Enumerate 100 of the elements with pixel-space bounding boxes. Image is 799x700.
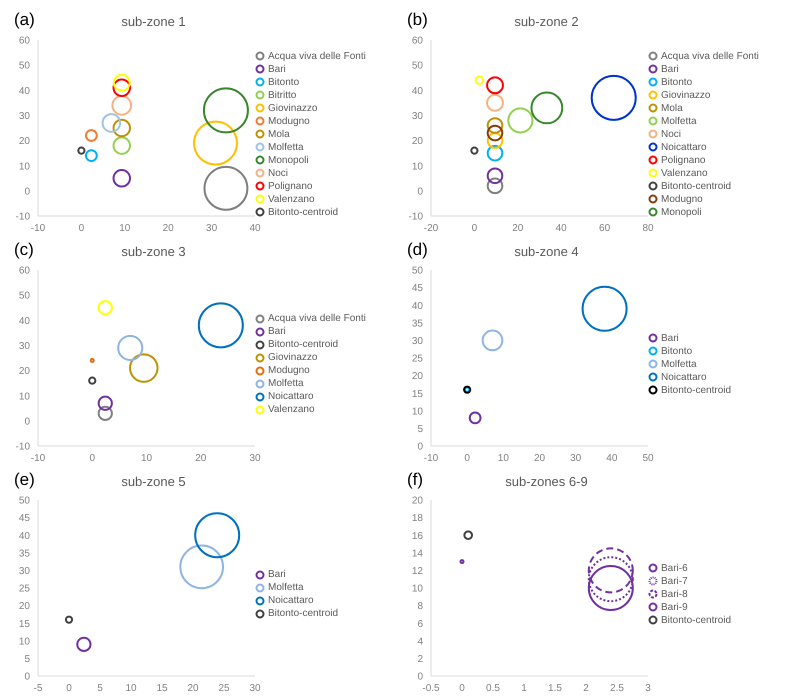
y-tick-label: 10	[412, 584, 424, 595]
legend-label: Modugno	[268, 114, 310, 128]
legend-label: Bari	[661, 62, 679, 76]
text: (f)	[407, 470, 424, 490]
legend-label: Modugno	[268, 364, 310, 377]
y-tick-label: 5	[417, 424, 424, 435]
x-tick-label: 30	[206, 223, 218, 234]
y-tick-label: 14	[412, 548, 424, 560]
x-tick-label: -20	[424, 223, 439, 234]
legend-label: Noicattaro	[661, 370, 707, 384]
x-tick-label: 10	[140, 453, 152, 464]
legend-label: Bitonto	[661, 76, 692, 88]
y-tick-label: 16	[412, 530, 424, 542]
y-tick-label: 20	[18, 136, 30, 148]
x-tick-label: 0.5	[486, 683, 500, 694]
x-tick-label: 0	[89, 453, 96, 464]
chart-title: sub-zones 6-9	[504, 474, 589, 489]
x-tick-label: 25	[218, 683, 230, 694]
text: (d)	[407, 240, 428, 260]
y-tick-label: 20	[18, 601, 30, 612]
y-tick-label: 50	[18, 60, 30, 72]
y-tick-label: 5	[24, 654, 30, 665]
legend-label: Bari	[268, 62, 286, 76]
x-tick-label: 10	[119, 223, 131, 234]
x-tick-label: -5	[34, 683, 43, 694]
x-tick-label: 30	[249, 453, 261, 464]
y-tick-label: 45	[18, 513, 30, 524]
x-tick-label: 40	[249, 223, 261, 234]
x-tick-label: 2.5	[610, 683, 624, 694]
x-tick-label: 2	[583, 683, 590, 694]
x-tick-label: 1.5	[548, 683, 562, 694]
y-tick-label: 30	[18, 110, 30, 122]
legend-label: Acqua viva delle Fonti	[268, 50, 366, 62]
x-tick-label: 0	[464, 453, 470, 464]
x-tick-label: 20	[195, 453, 207, 464]
x-tick-label: 30	[570, 453, 582, 464]
y-tick-label: 30	[412, 336, 424, 347]
y-tick-label: 50	[412, 266, 424, 277]
y-tick-label: -10	[16, 442, 30, 453]
chart-title: sub-zone 4	[513, 244, 580, 259]
x-tick-label: 40	[556, 223, 568, 234]
legend-label: Giovinazzo	[268, 102, 318, 114]
legend-label: Giovinazzo	[268, 351, 318, 364]
y-tick-label: 20	[412, 496, 424, 507]
y-tick-label: 0	[24, 672, 30, 683]
y-tick-label: 10	[18, 636, 30, 648]
y-tick-label: 50	[18, 496, 30, 507]
x-tick-label: 10	[498, 453, 510, 464]
y-tick-label: 15	[18, 618, 30, 630]
y-tick-label: -10	[408, 212, 424, 223]
x-tick-label: -0.5	[422, 683, 440, 694]
y-tick-label: 40	[18, 316, 30, 327]
x-tick-label: 5	[97, 683, 104, 694]
legend-label: Bitonto	[661, 344, 692, 358]
y-tick-label: 35	[18, 548, 30, 560]
legend-label: Noicattaro	[268, 390, 314, 403]
x-tick-label: 15	[156, 683, 168, 694]
y-tick-label: 30	[412, 110, 424, 122]
y-tick-label: 20	[412, 371, 424, 382]
x-tick-label: 20	[162, 223, 174, 234]
legend-label: Molfetta	[268, 140, 304, 154]
y-tick-label: 30	[18, 340, 30, 352]
legend-label: Bitonto	[268, 76, 300, 88]
legend-label: Bari-6	[661, 562, 688, 574]
legend-label: Molfetta	[661, 114, 697, 128]
x-tick-label: 0	[78, 223, 85, 234]
legend-label: Bitonto-centroid	[268, 206, 338, 218]
y-tick-label: 30	[18, 566, 30, 577]
legend-label: Mola	[268, 128, 290, 140]
x-tick-label: 60	[599, 223, 611, 234]
y-tick-label: 60	[412, 36, 424, 47]
x-tick-label: 0	[472, 223, 478, 234]
y-tick-label: 12	[412, 566, 424, 577]
x-tick-label: 0	[66, 683, 72, 694]
y-tick-label: 6	[417, 618, 424, 630]
legend-label: Modugno	[661, 192, 703, 206]
x-tick-label: 3	[645, 683, 652, 694]
legend-label: Bitritto	[268, 88, 296, 102]
legend-label: Noci	[268, 166, 288, 180]
legend-label: Monopoli	[268, 154, 309, 166]
legend-label: Noicattaro	[268, 594, 314, 607]
y-tick-label: 20	[412, 136, 424, 148]
x-tick-label: 40	[606, 453, 618, 464]
legend-label: Bari-8	[661, 588, 688, 600]
legend-label: Bari	[661, 332, 679, 344]
chart-title: sub-zone 2	[513, 14, 580, 29]
chart-title: sub-zone 5	[120, 474, 187, 489]
y-tick-label: 40	[18, 530, 30, 542]
chart-title: sub-zone 3	[120, 244, 187, 259]
legend-label: Bitonto-centroid	[268, 607, 338, 620]
text: (b)	[407, 10, 428, 30]
legend-label: Molfetta	[268, 377, 304, 390]
legend-label: Bitonto-centroid	[268, 338, 338, 351]
y-tick-label: 50	[18, 290, 30, 302]
legend-label: Noicattaro	[661, 140, 707, 154]
x-tick-label: 20	[534, 453, 546, 464]
legend-label: Bitonto-centroid	[661, 180, 732, 192]
y-tick-label: 25	[18, 584, 30, 595]
y-tick-label: 10	[18, 391, 30, 402]
legend-label: Molfetta	[661, 358, 697, 370]
